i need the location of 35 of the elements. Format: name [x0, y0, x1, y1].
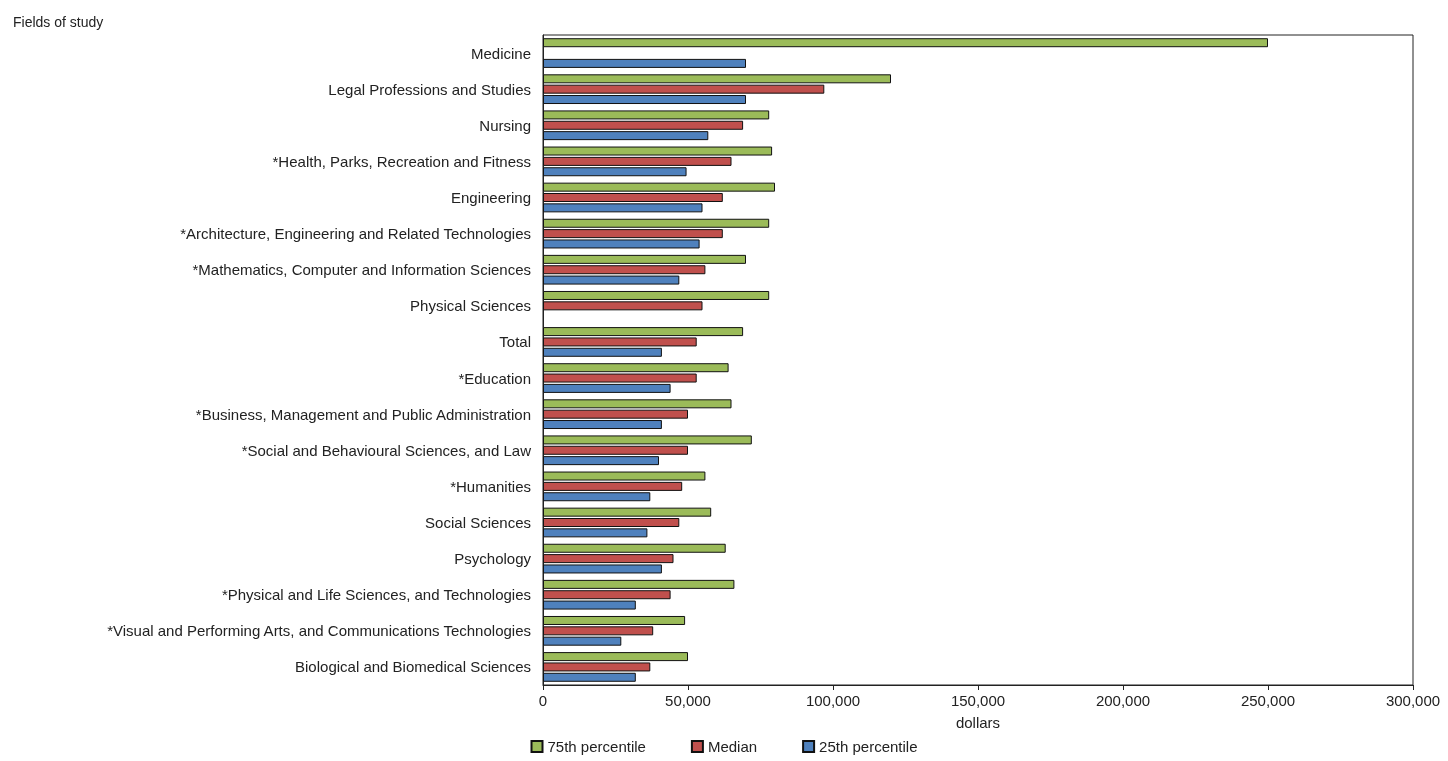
- y-tick-label: *Physical and Life Sciences, and Technologies: [221, 586, 531, 604]
- x-tick-label: 50,000: [665, 692, 711, 709]
- y-tick-label: *Social and Behavioural Sciences, and Law: [241, 441, 532, 459]
- x-tick-label: 150,000: [950, 692, 1006, 709]
- bar: [543, 38, 1268, 48]
- legend-label: 25th percentile: [819, 738, 918, 755]
- x-tick-label: 200,000: [1095, 692, 1151, 709]
- y-tick-label: Engineering: [450, 189, 531, 206]
- legend-label: Median: [707, 738, 758, 755]
- y-axis-title: Fields of study: [13, 14, 104, 30]
- y-tick-label: *Education: [458, 369, 531, 387]
- y-tick-label: Psychology: [454, 550, 532, 568]
- y-tick-label: *Mathematics, Computer and Information Sciences: [192, 261, 531, 279]
- y-tick-label: Legal Professions and Studies: [328, 80, 531, 98]
- y-tick-label: *Visual and Performing Arts, and Communications Technologies: [107, 622, 531, 640]
- y-tick-label: *Health, Parks, Recreation and Fitness: [272, 152, 531, 170]
- y-tick-label: Total: [499, 333, 531, 351]
- x-tick-label: 250,000: [1240, 692, 1296, 709]
- y-tick-label: Medicine: [470, 44, 531, 62]
- y-tick-label: Social Sciences: [425, 514, 531, 531]
- x-tick-label: 300,000: [1385, 692, 1441, 709]
- x-tick-label: 100,000: [805, 692, 861, 709]
- y-tick-label: Biological and Biomedical Sciences: [295, 658, 531, 676]
- y-tick-label: *Business, Management and Public Administration: [195, 405, 531, 423]
- bar: [543, 58, 746, 68]
- y-tick-label: *Architecture, Engineering and Related Technologies: [180, 225, 531, 243]
- y-tick-label: Nursing: [479, 116, 531, 134]
- legend-label: 75th percentile: [547, 738, 646, 755]
- y-tick-label: Physical Sciences: [410, 297, 531, 315]
- x-tick-label: 0: [538, 692, 548, 709]
- bar: [543, 74, 891, 84]
- x-axis-title: dollars: [955, 714, 1001, 731]
- y-tick-label: *Humanities: [450, 477, 531, 495]
- bar: [543, 636, 622, 646]
- bar: [543, 399, 732, 409]
